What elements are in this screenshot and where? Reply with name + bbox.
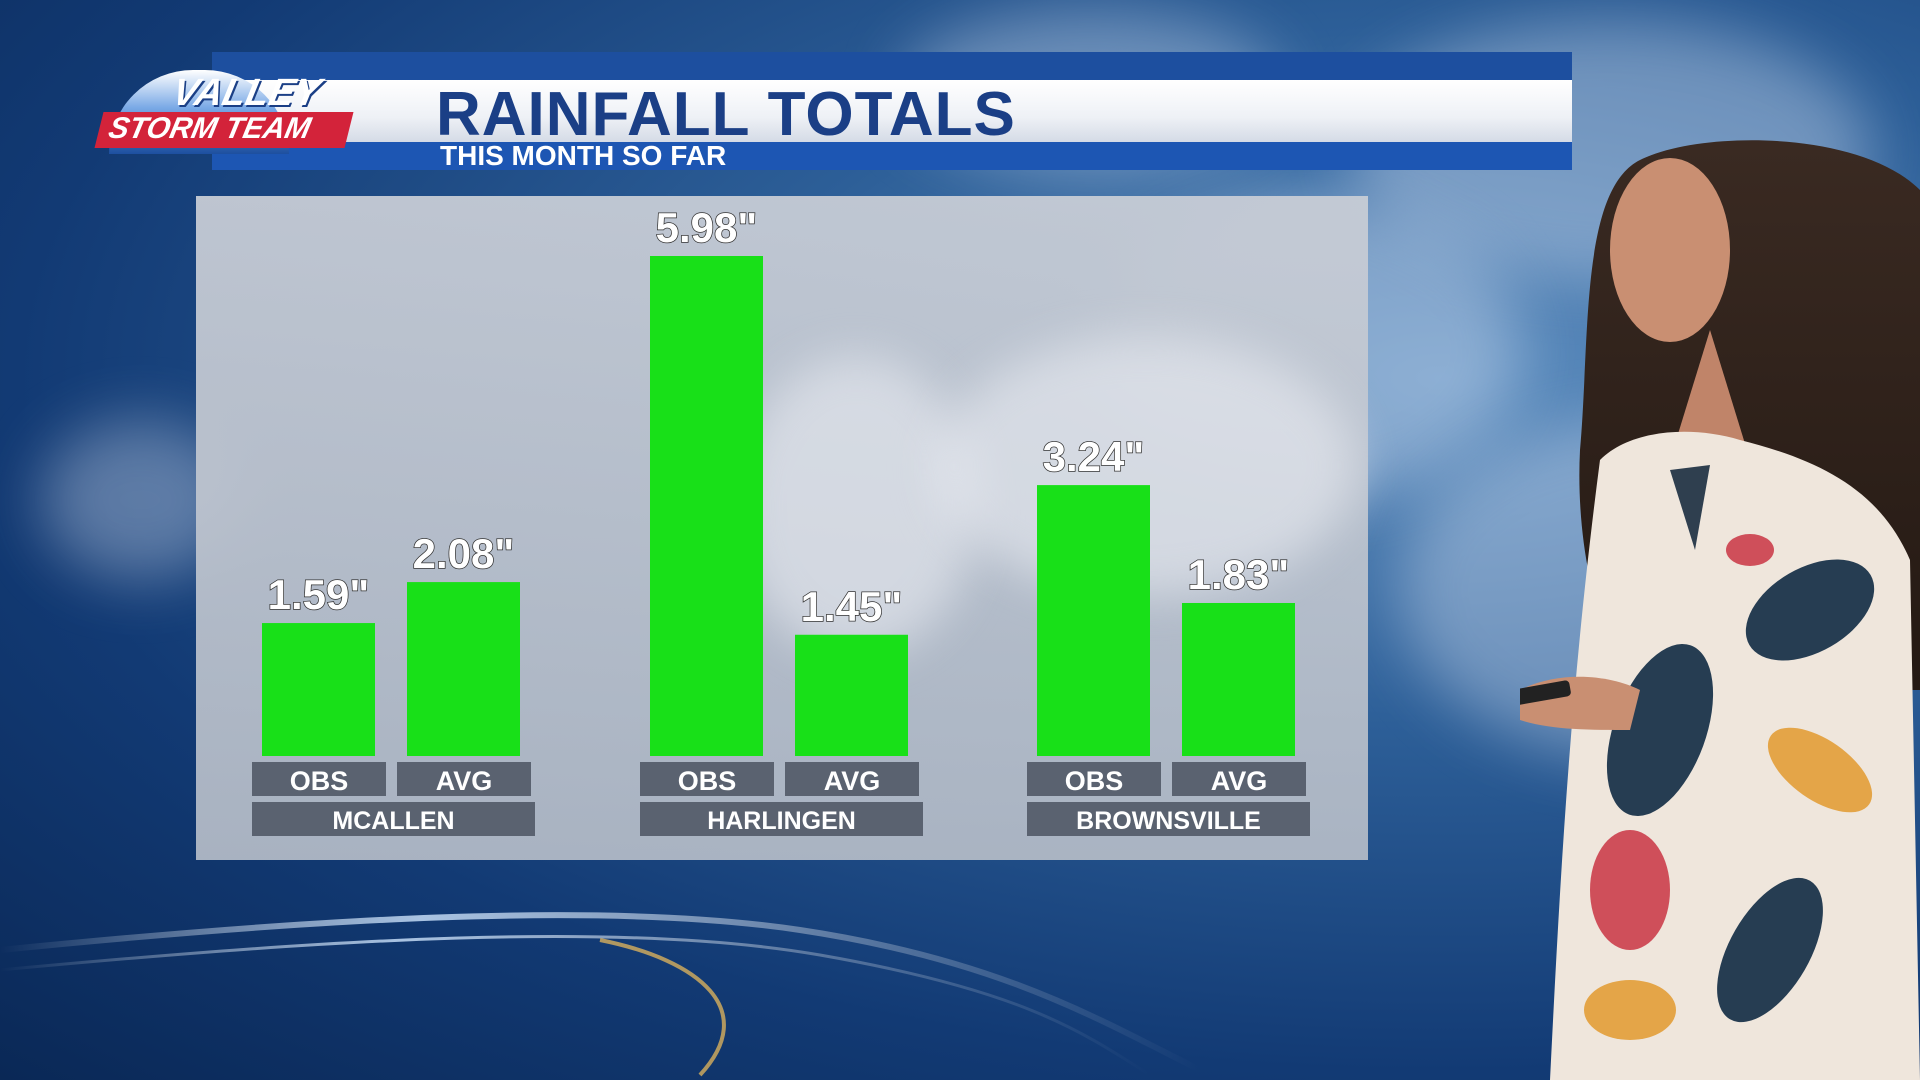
bar-harlingen-avg [795, 634, 908, 756]
category-label-box [640, 802, 923, 836]
bar-mcallen-obs [262, 623, 375, 756]
category-label-brownsville: BROWNSVILLE [1076, 807, 1261, 835]
bar-brownsville-avg [1182, 602, 1295, 756]
chart-panel: 1.59" OBS 2.08" AVG MCALLEN 5.98" OBS 1.45" AVG H… [196, 196, 1368, 860]
series-label-box [785, 762, 919, 796]
data-label-mcallen-avg: 2.08" [413, 530, 515, 577]
category-label-mcallen: MCALLEN [332, 807, 454, 835]
logo-line-1: VALLEY [168, 72, 325, 114]
series-label-obs: OBS [1065, 766, 1124, 796]
banner-title-band [212, 80, 1572, 142]
presenter-figure [1520, 140, 1920, 1080]
bar-mcallen-avg [407, 582, 520, 756]
series-label-box [397, 762, 531, 796]
data-label-harlingen-avg: 1.45" [801, 583, 903, 630]
page-subtitle: THIS MONTH SO FAR [440, 140, 727, 171]
series-label-avg: AVG [824, 766, 881, 796]
data-label-brownsville-obs: 3.24" [1043, 433, 1145, 480]
series-label-obs: OBS [678, 766, 737, 796]
data-label-mcallen-obs: 1.59" [268, 571, 370, 618]
logo-line-2: STORM TEAM [105, 112, 314, 145]
bar-harlingen-obs [650, 256, 763, 756]
title-banner: RAINFALL TOTALS THIS MONTH SO FAR [212, 52, 1572, 170]
rainfall-bar-chart: 1.59" OBS 2.08" AVG MCALLEN 5.98" OBS 1.45" AVG H… [252, 203, 1310, 836]
data-label-harlingen-obs: 5.98" [656, 204, 758, 251]
series-label-avg: AVG [436, 766, 493, 796]
valley-storm-team-logo: VALLEY STORM TEAM [94, 70, 360, 154]
series-label-box [1172, 762, 1306, 796]
bar-brownsville-obs [1037, 485, 1150, 756]
series-label-obs: OBS [290, 766, 349, 796]
banner-subtitle-band [212, 142, 1572, 170]
banner-top-strip [212, 52, 1572, 80]
category-label-box [1027, 802, 1310, 836]
series-label-box [252, 762, 386, 796]
series-label-box [1027, 762, 1161, 796]
category-label-harlingen: HARLINGEN [707, 807, 856, 835]
series-label-box [640, 762, 774, 796]
page-title: RAINFALL TOTALS [436, 80, 1016, 149]
series-label-avg: AVG [1211, 766, 1268, 796]
category-label-box [252, 802, 535, 836]
data-label-brownsville-avg: 1.83" [1188, 551, 1290, 598]
